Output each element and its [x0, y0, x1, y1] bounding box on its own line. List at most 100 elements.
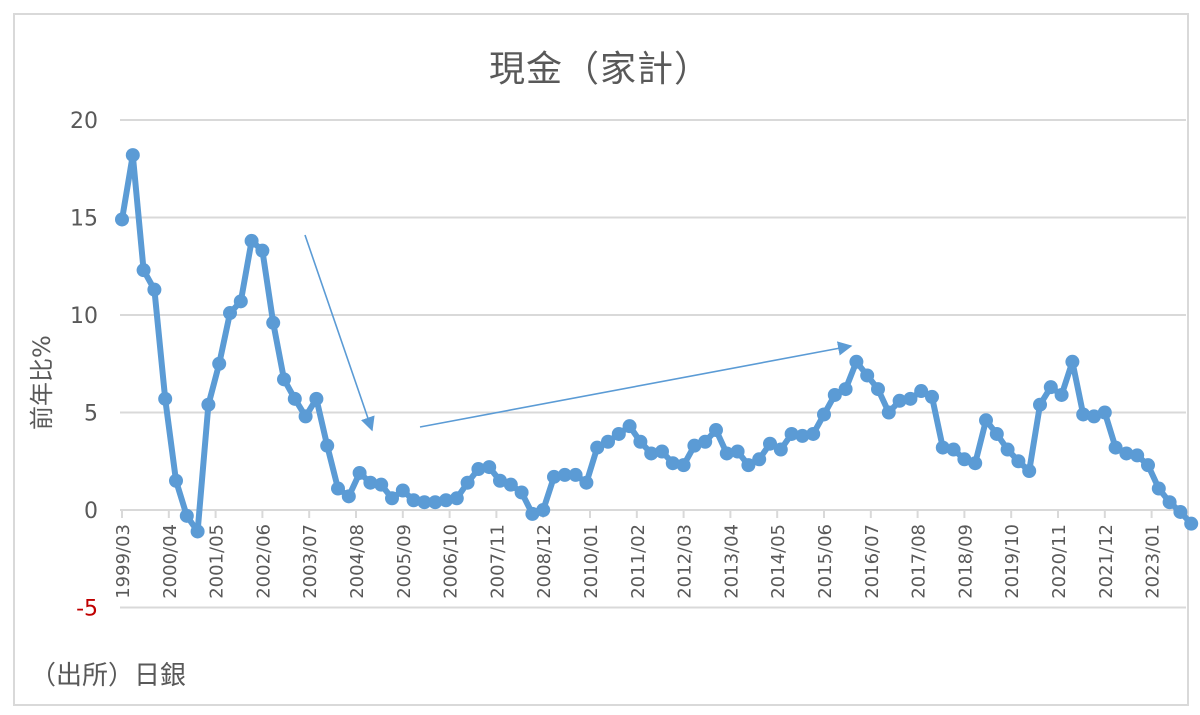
data-point-marker: [417, 495, 432, 510]
data-point-marker: [1000, 442, 1015, 457]
data-point-marker: [730, 444, 745, 459]
data-series-line: [115, 148, 1199, 539]
data-point-marker: [827, 387, 842, 402]
data-point-marker: [719, 446, 734, 461]
data-point-marker: [439, 493, 453, 508]
x-tick-label: 2017/08: [909, 524, 930, 599]
x-axis-tick-labels: 1999/03 2000/04 2001/05 2002/06 2003/07 2004/…: [113, 524, 1164, 599]
data-point-marker: [136, 263, 151, 278]
data-point-marker: [514, 485, 529, 500]
data-point-marker: [806, 426, 821, 441]
x-tick-label: 2018/09: [955, 524, 976, 599]
data-point-marker: [179, 508, 194, 523]
trend-arrow-icon: [419, 341, 853, 428]
x-tick-label: 2020/11: [1049, 524, 1070, 599]
data-point-marker: [266, 315, 281, 330]
data-point-marker: [233, 294, 248, 309]
data-point-marker: [298, 409, 313, 424]
data-point-marker: [979, 413, 993, 428]
data-point-marker: [244, 233, 259, 248]
data-point-marker: [374, 477, 389, 492]
x-tick-label: 2012/03: [675, 524, 696, 599]
data-point-marker: [125, 148, 140, 163]
data-point-marker: [957, 452, 972, 467]
data-point-marker: [1033, 397, 1047, 412]
data-point-marker: [784, 426, 799, 441]
data-point-marker: [331, 481, 345, 496]
data-point-marker: [341, 489, 356, 504]
data-point-marker: [471, 462, 486, 477]
x-tick-label: 2019/10: [1002, 524, 1023, 599]
data-point-marker: [503, 477, 518, 492]
data-point-marker: [935, 440, 950, 455]
data-point-marker: [223, 306, 237, 321]
data-point-marker: [568, 467, 583, 482]
data-point-marker: [1065, 354, 1080, 369]
x-axis: [120, 509, 1186, 518]
data-point-marker: [147, 282, 162, 297]
data-point-marker: [633, 434, 648, 449]
data-point-marker: [676, 458, 691, 473]
data-point-marker: [1011, 454, 1026, 469]
data-point-marker: [493, 473, 507, 488]
x-tick-label: 2014/05: [768, 524, 789, 599]
data-point-marker: [1141, 458, 1155, 473]
data-point-marker: [644, 446, 659, 461]
x-tick-label: 2007/11: [487, 524, 508, 599]
data-point-marker: [773, 442, 788, 457]
data-point-marker: [1043, 380, 1058, 395]
data-point-marker: [1076, 407, 1091, 422]
x-tick-label: 2023/01: [1143, 524, 1164, 599]
x-tick-label: 2010/01: [581, 524, 602, 599]
data-point-marker: [1162, 495, 1177, 510]
data-point-marker: [655, 444, 669, 459]
data-point-marker: [406, 493, 421, 508]
data-point-marker: [309, 391, 324, 406]
data-point-marker: [860, 368, 875, 383]
data-point-marker: [763, 436, 777, 451]
x-tick-label: 2005/09: [394, 524, 415, 599]
gridlines: [120, 119, 1186, 609]
data-point-marker: [212, 356, 227, 371]
x-tick-label: 2008/12: [534, 524, 555, 599]
y-tick-label: 10: [70, 304, 98, 329]
data-point-marker: [709, 423, 723, 438]
x-tick-label: 2004/08: [347, 524, 368, 599]
data-point-marker: [1173, 504, 1188, 519]
trend-arrow-icon: [304, 234, 375, 432]
trend-arrows: [304, 234, 853, 432]
x-tick-label: 2016/07: [862, 524, 883, 599]
data-point-marker: [601, 434, 615, 449]
data-point-marker: [925, 389, 939, 404]
data-point-marker: [946, 442, 961, 457]
x-tick-label: 2003/07: [300, 524, 321, 599]
data-point-marker: [460, 475, 475, 490]
data-point-marker: [1108, 440, 1123, 455]
data-point-marker: [190, 524, 205, 539]
data-point-marker: [363, 475, 378, 490]
data-point-marker: [1097, 405, 1112, 420]
y-tick-label: 15: [70, 207, 98, 232]
data-point-marker: [385, 491, 399, 506]
data-point-marker: [892, 393, 907, 408]
data-point-marker: [817, 407, 831, 422]
data-point-marker: [536, 503, 551, 517]
data-point-marker: [557, 467, 572, 482]
data-point-marker: [611, 426, 626, 441]
chart-title: 現金（家計）: [488, 49, 711, 90]
data-point-marker: [752, 452, 767, 467]
data-point-marker: [881, 405, 896, 420]
data-point-marker: [1087, 409, 1101, 424]
y-tick-label: 20: [70, 109, 98, 134]
y-tick-label: 5: [84, 402, 98, 427]
data-point-marker: [698, 434, 713, 449]
data-point-marker: [277, 372, 291, 387]
data-point-marker: [665, 456, 680, 471]
data-point-marker: [1130, 448, 1145, 463]
data-point-marker: [525, 506, 540, 521]
x-tick-label: 2011/02: [628, 524, 649, 599]
data-point-marker: [849, 354, 864, 369]
data-point-marker: [1022, 464, 1037, 478]
data-point-marker: [687, 438, 702, 453]
